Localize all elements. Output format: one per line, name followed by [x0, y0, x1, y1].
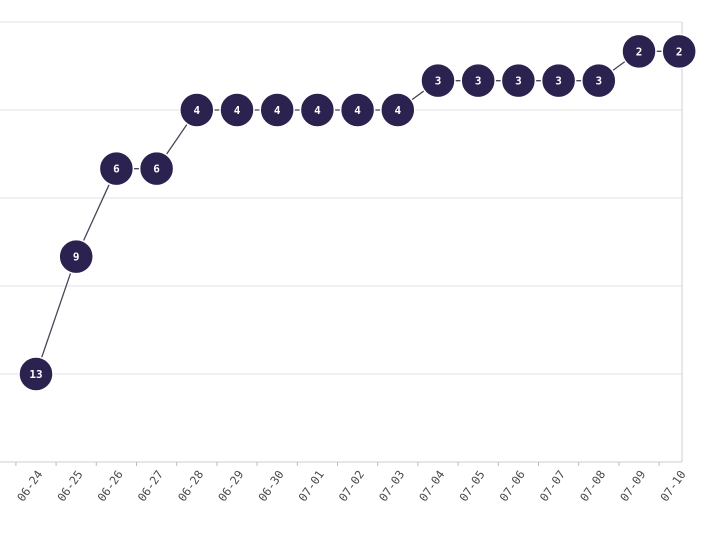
x-axis [0, 22, 683, 466]
data-point [98, 150, 135, 187]
data-point [420, 62, 456, 99]
data-points: 13 9 6 6 4 4 4 4 4 4 3 3 3 3 3 2 2 [18, 33, 697, 392]
data-label: 4 [274, 104, 281, 117]
data-label: 3 [515, 75, 522, 88]
data-label: 4 [394, 104, 401, 117]
x-tick-label: 07-07 [537, 468, 568, 504]
x-tick-label: 06-25 [54, 468, 85, 504]
data-label: 2 [676, 45, 683, 58]
data-point [500, 62, 537, 99]
data-label: 4 [193, 104, 200, 117]
data-label: 4 [354, 104, 361, 117]
x-tick-label: 06-28 [175, 468, 206, 504]
data-label: 4 [234, 104, 241, 117]
x-tick-label: 06-29 [215, 468, 246, 504]
data-point [339, 92, 376, 128]
grid-lines [0, 21, 682, 463]
x-tick-label: 07-04 [416, 468, 447, 504]
data-point [219, 92, 255, 128]
x-tick-label: 07-03 [376, 468, 407, 504]
data-point [18, 356, 54, 392]
data-label: 13 [29, 368, 42, 381]
data-point [661, 33, 697, 70]
data-label: 6 [113, 163, 120, 176]
x-tick-label: 07-02 [336, 468, 367, 504]
data-point [138, 150, 175, 187]
data-label: 6 [153, 163, 160, 176]
data-label: 3 [435, 75, 442, 88]
x-tick-label: 07-08 [577, 468, 608, 504]
data-point [540, 62, 577, 99]
x-tick-label: 06-27 [135, 468, 166, 504]
x-tick-label: 06-24 [14, 468, 45, 504]
data-label: 2 [636, 45, 643, 58]
data-label: 9 [73, 251, 80, 264]
x-tick-label: 07-05 [456, 468, 487, 504]
x-tick-label: 07-10 [657, 468, 688, 504]
data-point [259, 92, 295, 128]
x-tick-label: 07-01 [296, 468, 327, 504]
x-tick-label: 06-30 [255, 468, 286, 504]
data-point [380, 92, 416, 128]
x-tick-label: 06-26 [95, 468, 126, 504]
x-tick-label: 07-09 [617, 468, 648, 504]
data-label: 3 [475, 75, 482, 88]
data-label: 4 [314, 104, 321, 117]
data-point [299, 92, 336, 128]
data-label: 3 [555, 75, 562, 88]
x-tick-labels: 06-24 06-25 06-26 06-27 06-28 06-29 06-30 07-01… [14, 468, 689, 504]
data-point [460, 62, 496, 99]
data-point [179, 92, 215, 128]
data-point [58, 238, 94, 275]
data-point [581, 62, 617, 99]
data-label: 3 [595, 75, 602, 88]
x-tick-label: 07-06 [497, 468, 528, 504]
data-point [621, 33, 657, 70]
